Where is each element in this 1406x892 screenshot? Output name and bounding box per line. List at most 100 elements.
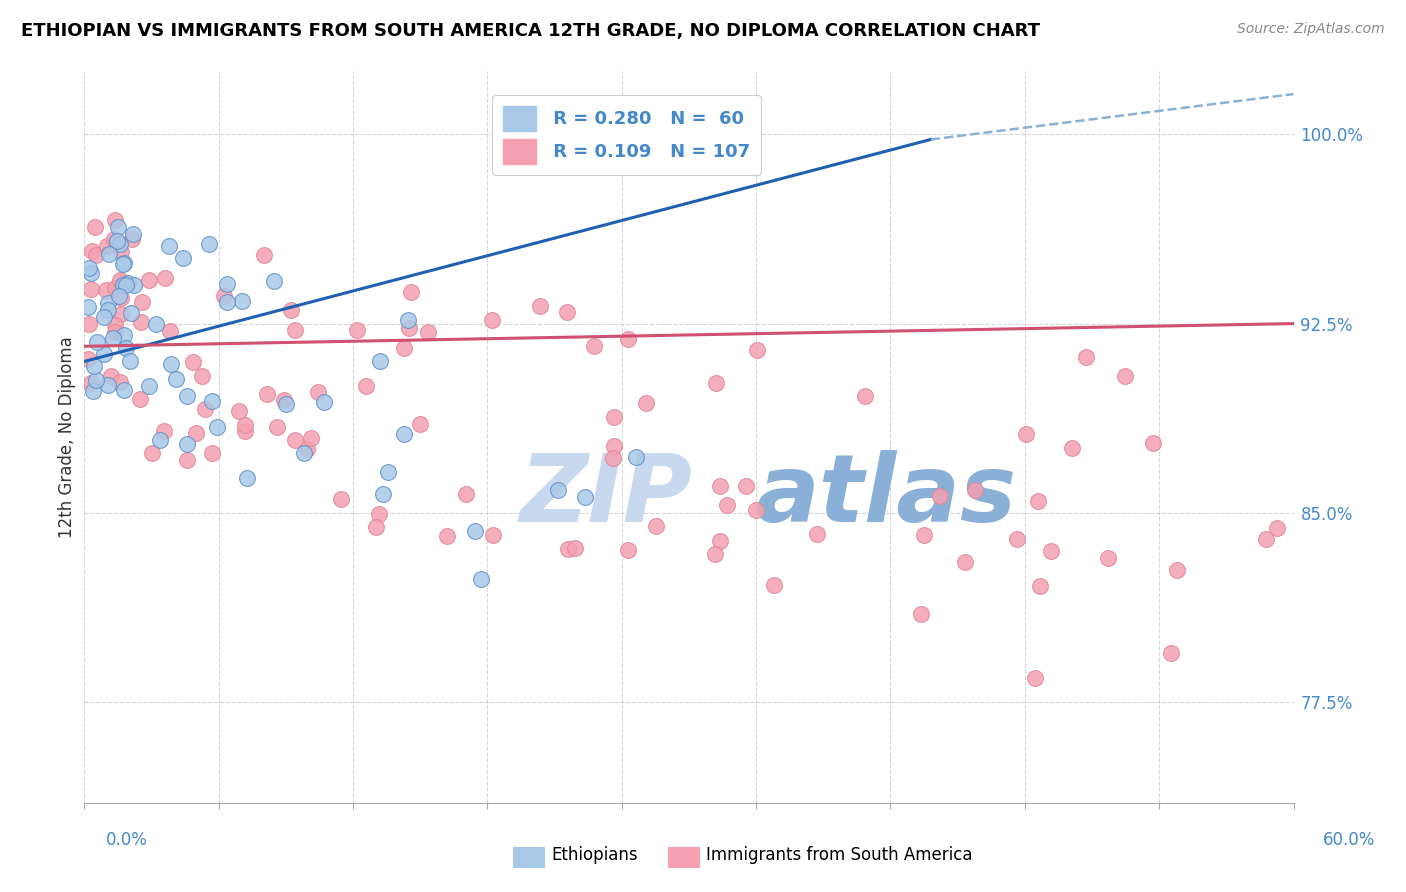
Point	[80, 376, 103, 391]
Point	[377, 465, 399, 479]
Point	[392, 427, 415, 442]
Text: atlas: atlas	[755, 450, 1017, 541]
Point	[910, 607, 932, 621]
Point	[103, 232, 125, 246]
Point	[617, 542, 640, 557]
Point	[107, 220, 129, 235]
Point	[1256, 532, 1278, 546]
Point	[131, 295, 153, 310]
Point	[120, 306, 142, 320]
Point	[77, 317, 100, 331]
Point	[284, 434, 307, 448]
Point	[603, 409, 626, 424]
Point	[602, 439, 624, 453]
Point	[953, 555, 976, 569]
Point	[191, 368, 214, 383]
Point	[912, 528, 935, 542]
Point	[364, 520, 387, 534]
Point	[1060, 442, 1083, 456]
Point	[716, 498, 738, 512]
Point	[110, 308, 132, 322]
Point	[141, 446, 163, 460]
Point	[79, 260, 101, 275]
Point	[176, 389, 198, 403]
Text: ZIP: ZIP	[520, 450, 693, 541]
Point	[112, 276, 135, 290]
Point	[583, 339, 606, 353]
Point	[456, 487, 478, 501]
Point	[617, 332, 640, 346]
Point	[110, 376, 132, 390]
Point	[100, 369, 122, 384]
Point	[256, 387, 278, 401]
Point	[1166, 563, 1188, 577]
Point	[112, 277, 135, 292]
Point	[104, 318, 127, 332]
Point	[1024, 671, 1046, 685]
Point	[93, 310, 115, 324]
Point	[709, 479, 731, 493]
Point	[398, 320, 420, 334]
Point	[928, 489, 950, 503]
Point	[153, 424, 176, 438]
Point	[703, 547, 725, 561]
Point	[138, 273, 160, 287]
Point	[82, 244, 104, 258]
Point	[118, 354, 141, 368]
Point	[231, 293, 253, 308]
Point	[121, 232, 143, 246]
Point	[1142, 436, 1164, 450]
Text: ETHIOPIAN VS IMMIGRANTS FROM SOUTH AMERICA 12TH GRADE, NO DIPLOMA CORRELATION CH: ETHIOPIAN VS IMMIGRANTS FROM SOUTH AMERI…	[21, 22, 1040, 40]
Point	[747, 343, 769, 358]
Point	[115, 341, 138, 355]
Point	[122, 277, 145, 292]
Text: Source: ZipAtlas.com: Source: ZipAtlas.com	[1237, 22, 1385, 37]
Point	[96, 239, 118, 253]
Point	[1026, 493, 1049, 508]
Point	[1039, 543, 1062, 558]
Point	[602, 451, 624, 466]
Point	[76, 352, 98, 367]
Point	[557, 541, 579, 556]
Point	[103, 331, 125, 345]
Point	[416, 326, 439, 340]
Point	[312, 395, 335, 409]
Point	[108, 289, 131, 303]
Point	[86, 334, 108, 349]
Point	[368, 353, 391, 368]
Point	[1076, 351, 1098, 365]
Point	[97, 303, 120, 318]
Point	[1015, 426, 1038, 441]
Point	[236, 471, 259, 485]
Y-axis label: 12th Grade, No Diploma: 12th Grade, No Diploma	[58, 336, 76, 538]
Point	[1114, 369, 1136, 384]
Point	[97, 377, 120, 392]
Point	[201, 446, 224, 460]
Point	[470, 572, 492, 586]
Point	[464, 524, 486, 538]
Point	[1007, 532, 1029, 546]
Point	[1160, 646, 1182, 660]
Point	[735, 478, 758, 492]
Point	[307, 384, 329, 399]
Point	[215, 294, 238, 309]
Point	[529, 299, 551, 313]
Point	[564, 541, 586, 555]
Point	[117, 276, 139, 290]
Point	[112, 257, 135, 271]
Point	[93, 347, 115, 361]
Point	[108, 272, 131, 286]
Point	[157, 239, 180, 253]
Point	[160, 358, 183, 372]
Point	[274, 397, 297, 411]
Point	[709, 534, 731, 549]
Point	[103, 281, 125, 295]
Point	[280, 302, 302, 317]
Point	[86, 248, 108, 262]
Point	[108, 237, 131, 252]
Point	[215, 277, 238, 291]
Point	[77, 300, 100, 314]
Point	[346, 323, 368, 337]
Point	[97, 247, 120, 261]
Point	[112, 256, 135, 270]
